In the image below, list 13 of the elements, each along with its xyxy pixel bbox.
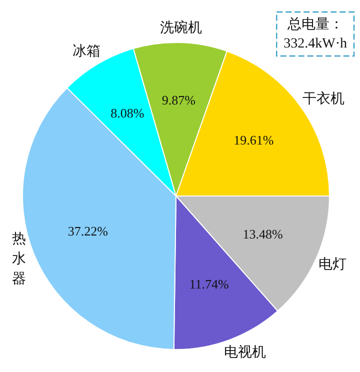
data-label: 11.74% [189,276,230,292]
data-label: 9.87% [162,92,196,108]
slice-label: 冰箱 [72,44,101,60]
data-label: 13.48% [242,226,283,242]
data-label: 8.08% [110,106,144,121]
data-label: 37.22% [68,223,108,238]
slice-label: 电视机 [224,344,266,361]
data-label: 19.61% [234,132,274,148]
slice-label: 热水器 [12,230,26,287]
text: 总电量： 332.4kW·h [284,16,348,52]
slice-label: 电灯 [318,256,347,273]
slice-label: 干衣机 [302,90,345,107]
slice-label: 洗碗机 [160,20,202,36]
